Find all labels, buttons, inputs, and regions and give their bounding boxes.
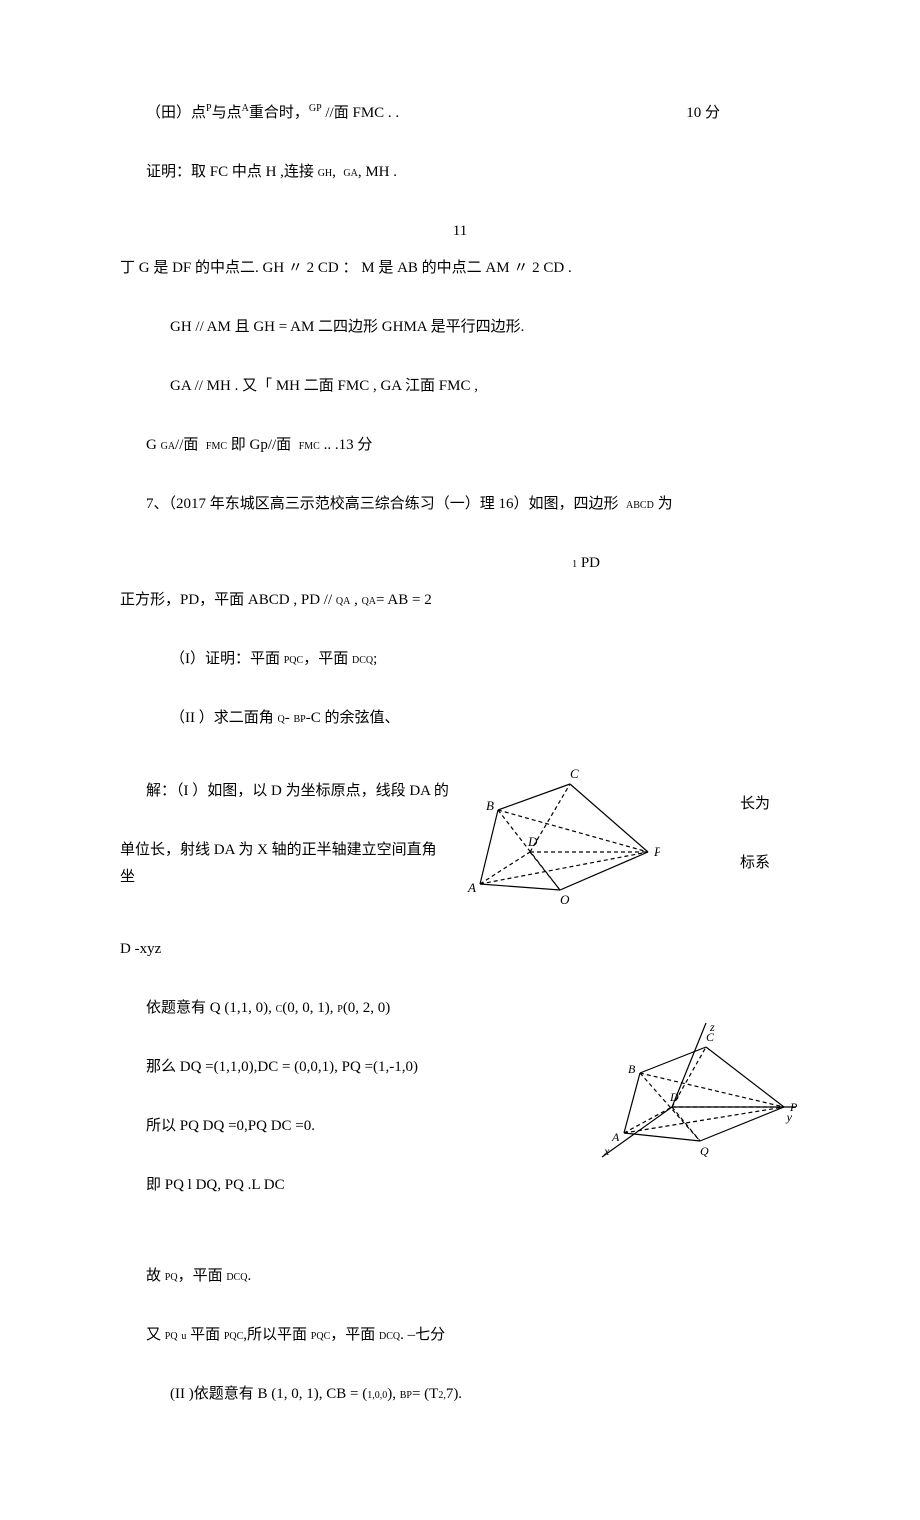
svg-text:P: P	[789, 1100, 798, 1114]
line-solution-2: 单位长，射线 DA 为 X 轴的正半轴建立空间直角坐	[120, 837, 450, 891]
line-perpendicular: 即 PQ l DQ, PQ .L DC	[120, 1172, 570, 1199]
line-conclusion-7: 又 PQ u 平面 PQC ,所以平面 PQC，平面 DCQ . –七分	[120, 1322, 800, 1349]
line-part-ii-coords: (II )依题意有 B (1, 0, 1), CB = (1,0,0), BP …	[120, 1381, 800, 1408]
svg-text:Q: Q	[560, 892, 570, 904]
line-pq-plane: 故 PQ，平面 DCQ .	[120, 1263, 800, 1290]
line-ga-mh: GA // MH . 又「 MH 二面 FMC , GA 江面 FMC ,	[120, 373, 800, 400]
line-conclusion-13: G GA//面 FMC 即 Gp//面 FMC .. .13 分	[120, 432, 800, 459]
figure-1-block: 解：（I ）如图，以 D 为坐标原点，线段 DA 的 单位长，射线 DA 为 X…	[120, 764, 800, 904]
line-problem-7: 7、（2017 年东城区高三示范校高三综合练习（一）理 16）如图，四边形 AB…	[120, 491, 800, 518]
svg-text:A: A	[467, 880, 476, 895]
svg-text:A: A	[611, 1130, 620, 1144]
figure-2: zyxABCDQP	[600, 995, 800, 1165]
svg-text:D: D	[527, 834, 538, 849]
text: （田）点P与点A重合时，GP //面 FMC . .	[146, 100, 399, 127]
line-dotproduct: 所以 PQ DQ =0,PQ DC =0.	[120, 1113, 570, 1140]
svg-text:Q: Q	[700, 1144, 709, 1158]
svg-text:C: C	[706, 1030, 715, 1044]
right-text-1: 长为	[678, 791, 770, 818]
right-text-2: 标系	[678, 850, 770, 877]
svg-text:B: B	[486, 798, 494, 813]
figure-2-block: 依题意有 Q (1,1, 0), C (0, 0, 1), P (0, 2, 0…	[120, 995, 800, 1231]
line-part-ii: （II ）求二面角 Q - BP -C 的余弦值、	[120, 705, 800, 732]
line-part-i: （I）证明：平面 PQC，平面 DCQ ;	[120, 646, 800, 673]
line-center-11: 11	[120, 218, 800, 245]
svg-text:C: C	[570, 766, 579, 781]
line-vectors: 那么 DQ =(1,1,0),DC = (0,0,1), PQ =(1,-1,0…	[120, 1054, 570, 1081]
svg-text:D: D	[669, 1090, 679, 1104]
svg-text:P: P	[653, 844, 660, 859]
line-dxyz: D -xyz	[120, 936, 800, 963]
svg-text:B: B	[628, 1062, 636, 1076]
line-pd-plane: 正方形，PD，平面 ABCD , PD // QA , QA = AB = 2	[120, 587, 800, 614]
svg-text:x: x	[603, 1144, 610, 1158]
line-pd-right: 1 PD	[120, 550, 800, 577]
line-proof-start: 证明：取 FC 中点 H ,连接 GH, GA, MH .	[120, 159, 800, 186]
line-part3-statement: （田）点P与点A重合时，GP //面 FMC . . 10 分	[120, 100, 800, 127]
line-parallelogram: GH // AM 且 GH = AM 二四边形 GHMA 是平行四边形.	[120, 314, 800, 341]
score-10: 10 分	[686, 100, 800, 127]
line-solution-1: 解：（I ）如图，以 D 为坐标原点，线段 DA 的	[120, 778, 450, 805]
figure-1: A B C D Q P	[460, 764, 660, 904]
line-coords: 依题意有 Q (1,1, 0), C (0, 0, 1), P (0, 2, 0…	[120, 995, 570, 1022]
line-midpoints: 丁 G 是 DF 的中点二. GH 〃 2 CD ： M 是 AB 的中点二 A…	[120, 255, 800, 282]
